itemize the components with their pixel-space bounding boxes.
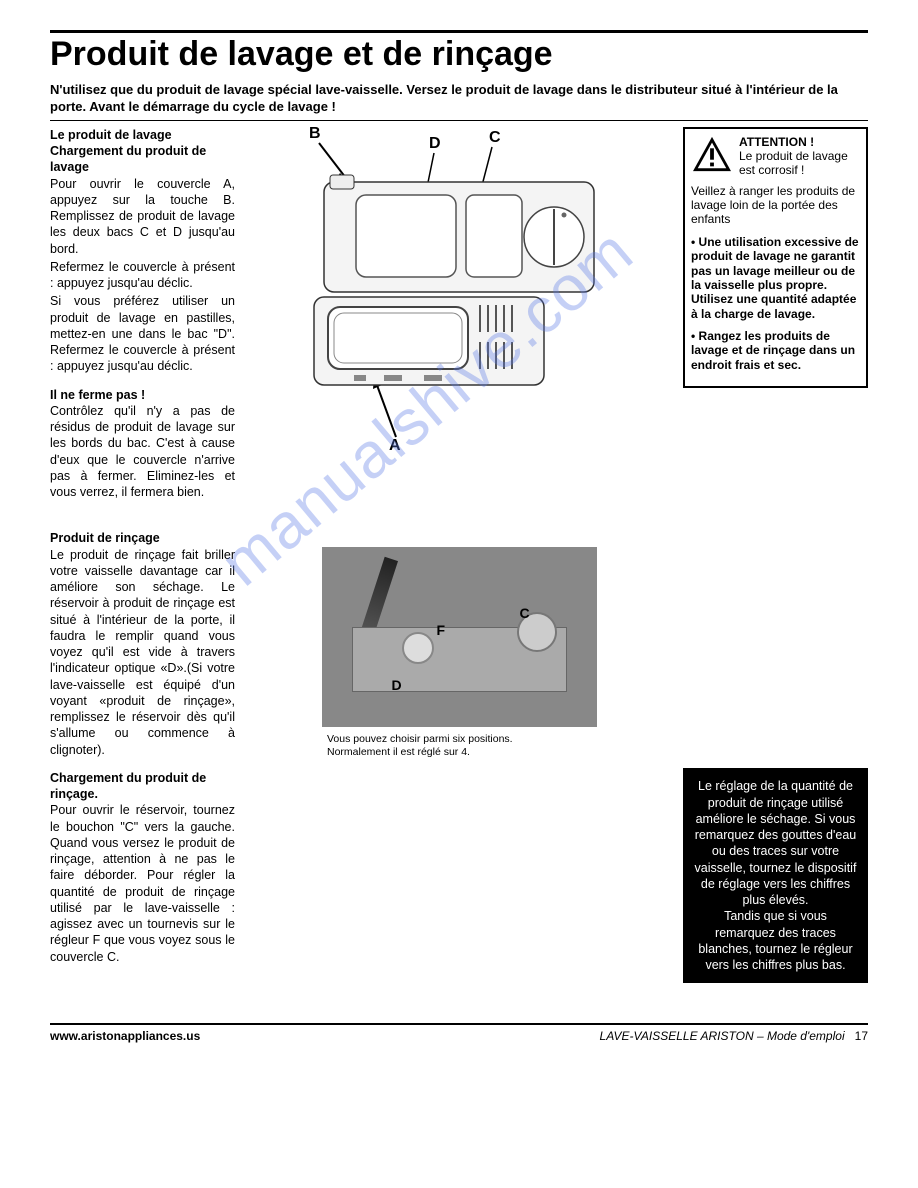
heading-rinse: Produit de rinçage [50,530,235,546]
footer-doc-title: LAVE-VAISSELLE ARISTON – Mode d'emploi 1… [600,1029,868,1043]
para-open-lid: Pour ouvrir le couvercle A, appuyez sur … [50,176,235,257]
para-residue: Contrôlez qu'il n'y a pas de résidus de … [50,403,235,501]
page-footer: www.aristonappliances.us LAVE-VAISSELLE … [50,1023,868,1043]
heading-rinse-loading: Chargement du produit de rinçage. [50,770,235,803]
photo-label-d: D [392,677,402,693]
left-column: Le produit de lavage Chargement du produ… [50,127,235,983]
label-d: D [429,135,441,153]
warning-bullet-2: • Rangez les produits de lavage et de ri… [691,329,860,372]
label-c: C [489,129,501,147]
warning-bullet-1: • Une utilisation excessive de produit d… [691,235,860,321]
heading-not-closing: Il ne ferme pas ! [50,387,235,403]
heading-detergent: Le produit de lavage [50,127,235,143]
footer-doc-name: LAVE-VAISSELLE ARISTON – Mode d'emploi [600,1029,845,1043]
para-rinse-desc: Le produit de rinçage fait briller votre… [50,547,235,758]
photo-caption: Vous pouvez choisir parmi six positions.… [327,733,527,760]
photo-label-f: F [437,622,446,638]
photo-screwdriver [359,557,397,637]
label-a: A [389,437,401,455]
warning-corrosive: Le produit de lavage est corrosif ! [739,149,860,178]
center-column: B D C A [247,127,671,983]
intro-text: N'utilisez que du produit de lavage spéc… [50,82,868,121]
photo-regulator [402,632,434,664]
footer-url: www.aristonappliances.us [50,1029,200,1043]
rinse-photo: F C D [322,547,597,727]
para-tablets: Si vous préférez utiliser un produit de … [50,293,235,374]
para-rinse-loading: Pour ouvrir le réservoir, tournez le bou… [50,802,235,965]
heading-loading: Chargement du produit de lavage [50,143,235,176]
warning-keep-away: Veillez à ranger les produits de lavage … [691,184,860,227]
label-b: B [309,125,321,143]
adjustment-tip-box: Le réglage de la quantité de produit de … [683,768,868,983]
dispenser-diagram: B D C A [294,127,624,457]
dispenser-svg [294,127,624,457]
warning-box: ATTENTION ! Le produit de lavage est cor… [683,127,868,388]
warning-title: ATTENTION ! [739,135,860,149]
page-title: Produit de lavage et de rinçage [50,30,868,74]
para-close-lid: Refermez le couvercle à présent : appuye… [50,259,235,292]
right-column: ATTENTION ! Le produit de lavage est cor… [683,127,868,983]
warning-icon [691,135,733,173]
photo-label-c: C [520,605,530,621]
footer-page-number: 17 [855,1029,868,1043]
